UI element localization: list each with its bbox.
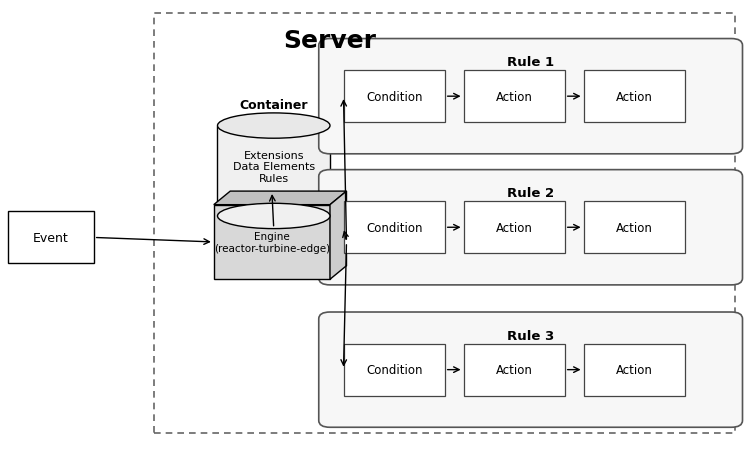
Bar bbox=[464, 344, 565, 396]
Text: Action: Action bbox=[496, 364, 532, 376]
Bar bbox=[344, 344, 445, 396]
Bar bbox=[344, 202, 445, 253]
FancyBboxPatch shape bbox=[319, 312, 742, 428]
Text: Rule 2: Rule 2 bbox=[507, 187, 554, 200]
Bar bbox=[344, 71, 445, 123]
FancyBboxPatch shape bbox=[319, 170, 742, 285]
Text: Action: Action bbox=[616, 91, 652, 103]
Bar bbox=[154, 14, 735, 433]
Text: Action: Action bbox=[496, 221, 532, 234]
Bar bbox=[8, 212, 94, 264]
Text: Server: Server bbox=[284, 29, 376, 53]
Text: Event: Event bbox=[33, 231, 68, 244]
Text: Extensions
Data Elements
Rules: Extensions Data Elements Rules bbox=[232, 150, 315, 184]
Text: Engine
(reactor-turbine-edge): Engine (reactor-turbine-edge) bbox=[214, 232, 330, 253]
Bar bbox=[464, 71, 565, 123]
Text: Action: Action bbox=[496, 91, 532, 103]
Ellipse shape bbox=[217, 114, 330, 139]
Text: Rule 3: Rule 3 bbox=[507, 329, 554, 342]
Bar bbox=[217, 126, 330, 216]
Bar bbox=[214, 205, 330, 280]
Text: Condition: Condition bbox=[366, 364, 422, 376]
Text: Action: Action bbox=[616, 364, 652, 376]
Text: Rule 1: Rule 1 bbox=[507, 56, 554, 69]
Polygon shape bbox=[214, 192, 346, 205]
Ellipse shape bbox=[217, 204, 330, 229]
Text: Condition: Condition bbox=[366, 91, 422, 103]
Text: Container: Container bbox=[239, 98, 308, 111]
FancyBboxPatch shape bbox=[319, 40, 742, 154]
Text: Condition: Condition bbox=[366, 221, 422, 234]
Polygon shape bbox=[330, 192, 346, 280]
Bar bbox=[584, 71, 685, 123]
Bar bbox=[464, 202, 565, 253]
Text: Action: Action bbox=[616, 221, 652, 234]
Bar bbox=[584, 344, 685, 396]
Bar bbox=[584, 202, 685, 253]
